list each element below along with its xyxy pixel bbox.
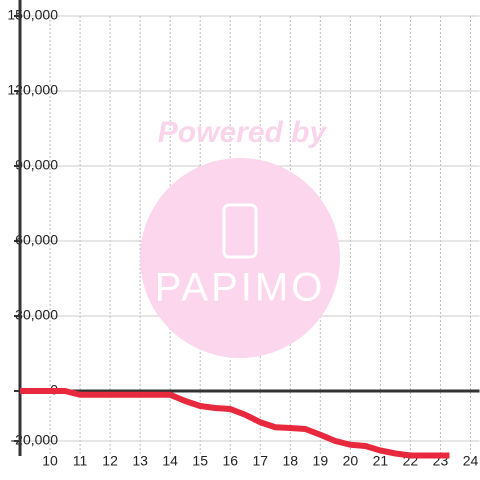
- x-tick-label: 11: [73, 453, 88, 469]
- data-line: [20, 388, 450, 459]
- y-tick-label: -20,000: [11, 432, 59, 448]
- y-tick-label: 150,000: [7, 7, 58, 23]
- x-tick-label: 19: [313, 453, 329, 469]
- x-tick-label: 17: [252, 453, 268, 469]
- watermark-text: Powered by: [158, 116, 328, 149]
- x-tick-label: 13: [132, 453, 148, 469]
- watermark-phone: [222, 203, 258, 259]
- y-tick-label: 60,000: [15, 232, 58, 248]
- x-tick-label: 24: [463, 453, 479, 469]
- x-tick-label: 20: [343, 453, 359, 469]
- x-tick-label: 15: [192, 453, 208, 469]
- x-tick-label: 21: [373, 453, 389, 469]
- x-tick-label: 12: [102, 453, 118, 469]
- watermark: Powered by PAPIMO: [140, 116, 340, 358]
- x-tick-label: 16: [222, 453, 238, 469]
- watermark-logo: PAPIMO: [155, 266, 326, 310]
- y-tick-label: 120,000: [7, 82, 58, 98]
- x-tick-label: 14: [162, 453, 178, 469]
- y-tick-label: 30,000: [15, 307, 58, 323]
- x-tick-label: 10: [42, 453, 58, 469]
- x-tick-label: 18: [283, 453, 299, 469]
- y-tick-label: 90,000: [15, 157, 58, 173]
